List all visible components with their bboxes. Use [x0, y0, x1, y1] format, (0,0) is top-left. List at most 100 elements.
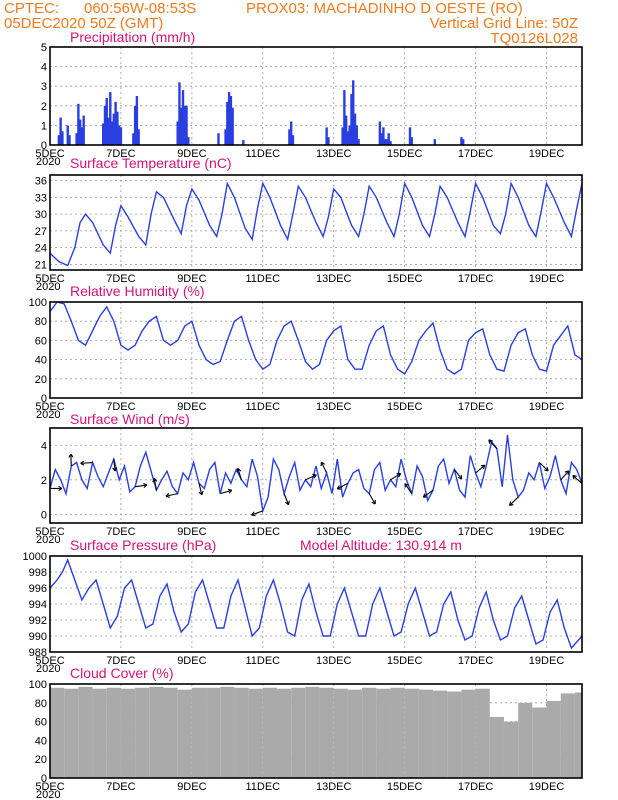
series-line	[49, 434, 583, 514]
y-tick-label: 24	[35, 243, 47, 255]
cloud-cover-bar	[120, 688, 136, 778]
wind-direction-arrow	[423, 489, 434, 498]
precip-bar	[181, 90, 185, 145]
x-tick-label: 7DEC	[106, 526, 135, 538]
precip-bar	[112, 113, 116, 145]
wind-direction-arrow	[572, 475, 583, 484]
wind-direction-arrow	[305, 474, 317, 481]
wind-arrow-head	[165, 495, 170, 498]
wind-arrow-head	[398, 473, 402, 478]
series-line	[49, 558, 583, 650]
x-tick-label: 19DEC	[529, 655, 565, 667]
y-tick-label: 100	[29, 297, 47, 309]
x-tick-label: 13DEC	[316, 273, 352, 285]
x-tick-label: 19DEC	[529, 273, 565, 285]
x-tick-label: 19DEC	[529, 148, 565, 160]
header-coords: 060:56W-08:53S	[84, 0, 196, 17]
precip-bar	[385, 139, 389, 145]
cloud-cover-bar	[305, 686, 320, 778]
cloud-cover-bar	[390, 687, 405, 778]
x-tick-label: 11DEC	[245, 401, 280, 413]
precip-bar	[103, 105, 107, 145]
x-tick-label: 11DEC	[245, 655, 280, 667]
precip-bar	[383, 139, 387, 145]
wind-direction-arrow	[453, 469, 463, 480]
precip-bar	[114, 101, 117, 145]
x-tick-label: 5DEC	[35, 273, 64, 285]
cloud-cover-bar	[191, 687, 207, 778]
cloud-cover-bar	[135, 687, 150, 778]
panel-frame	[49, 427, 583, 524]
x-tick-label: 11DEC	[245, 148, 280, 160]
y-tick-label: 998	[29, 567, 47, 579]
x-tick-label: 5DEC	[35, 148, 64, 160]
precip-bar	[460, 137, 463, 145]
y-tick-label: 30	[35, 209, 47, 221]
x-tick-label: 17DEC	[458, 655, 494, 667]
y-tick-label: 60	[35, 717, 47, 729]
x-tick-label: 13DEC	[316, 401, 352, 413]
cloud-cover-bar	[262, 687, 277, 778]
wind-direction-arrow	[251, 510, 263, 516]
wind-arrow-head	[201, 490, 204, 496]
cloud-cover-bar	[503, 721, 519, 778]
precip-bar	[353, 113, 357, 145]
year-label: 2020	[36, 156, 60, 168]
precip-bar	[187, 137, 190, 145]
wind-direction-arrow	[475, 464, 486, 474]
wind-direction-arrow	[237, 468, 243, 480]
x-tick-label: 7DEC	[106, 781, 135, 793]
panel-title: Surface Pressure (hPa)	[70, 537, 216, 553]
panel-frame	[49, 301, 583, 399]
x-tick-label: 15DEC	[387, 655, 423, 667]
precip-bar	[461, 139, 465, 145]
precip-bar	[227, 92, 231, 145]
x-tick-label: 9DEC	[177, 526, 206, 538]
y-tick-label: 80	[35, 698, 47, 710]
wind-arrow-head	[572, 475, 577, 477]
wind-direction-arrow	[320, 461, 328, 474]
x-tick-label: 17DEC	[458, 273, 494, 285]
wind-arrow-head	[488, 439, 493, 442]
precip-bar	[242, 140, 245, 145]
y-tick-label: 988	[29, 647, 47, 659]
year-label: 2020	[36, 534, 60, 546]
wind-direction-arrow	[165, 493, 178, 497]
y-tick-label: 990	[29, 631, 47, 643]
wind-direction-arrow	[488, 439, 498, 450]
wind-arrow-head	[68, 453, 72, 458]
precip-bar	[102, 123, 105, 145]
precip-bar	[110, 121, 114, 145]
panel-title: Precipitation (mm/h)	[70, 29, 195, 45]
x-tick-label: 5DEC	[35, 526, 64, 538]
precip-bar	[389, 141, 392, 145]
precip-bar	[132, 133, 135, 145]
year-label: 2020	[36, 409, 60, 421]
y-tick-label: 33	[35, 192, 47, 204]
cloud-cover-bar	[475, 688, 490, 778]
x-tick-label: 11DEC	[245, 781, 280, 793]
series-line	[49, 181, 583, 267]
wind-arrow-head	[488, 439, 491, 444]
cloud-cover-bar	[177, 689, 192, 778]
y-tick-label: 36	[35, 176, 47, 188]
y-tick-label: 1	[41, 120, 47, 132]
wind-arrow-head	[371, 501, 376, 505]
y-tick-label: 1000	[23, 551, 47, 563]
y-tick-label: 40	[35, 355, 47, 367]
wind-arrow-head	[251, 511, 255, 516]
precip-bar	[325, 127, 328, 145]
precip-bar	[217, 133, 220, 145]
panel-title: Cloud Cover (%)	[70, 665, 173, 681]
x-tick-label: 9DEC	[177, 148, 206, 160]
precip-bar	[327, 137, 330, 145]
precip-bar	[291, 135, 295, 145]
wind-arrow-head	[422, 493, 426, 498]
y-tick-label: 994	[29, 599, 47, 611]
precip-bar	[341, 127, 344, 145]
cloud-cover-bar	[489, 716, 504, 778]
x-tick-label: 19DEC	[529, 781, 565, 793]
cloud-cover-bar	[206, 687, 221, 778]
x-tick-label: 17DEC	[458, 526, 494, 538]
cloud-cover-bar	[404, 688, 419, 778]
